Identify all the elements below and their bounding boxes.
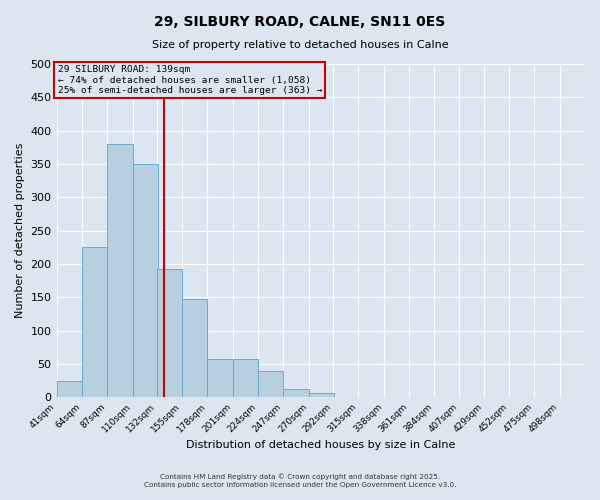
Bar: [107, 144, 133, 398]
Bar: [308, 394, 334, 398]
Bar: [182, 300, 208, 398]
Bar: [157, 270, 182, 398]
Text: 29 SILBURY ROAD: 139sqm
← 74% of detached houses are smaller (1,058)
25% of semi: 29 SILBURY ROAD: 139sqm ← 74% of detache…: [58, 66, 322, 95]
Bar: [133, 164, 158, 398]
Text: Size of property relative to detached houses in Calne: Size of property relative to detached ho…: [152, 40, 448, 50]
Bar: [82, 248, 107, 398]
Bar: [56, 381, 82, 398]
Bar: [233, 360, 258, 398]
Y-axis label: Number of detached properties: Number of detached properties: [15, 143, 25, 318]
X-axis label: Distribution of detached houses by size in Calne: Distribution of detached houses by size …: [186, 440, 455, 450]
Bar: [258, 371, 283, 398]
Text: 29, SILBURY ROAD, CALNE, SN11 0ES: 29, SILBURY ROAD, CALNE, SN11 0ES: [154, 15, 446, 29]
Text: Contains HM Land Registry data © Crown copyright and database right 2025.
Contai: Contains HM Land Registry data © Crown c…: [144, 473, 456, 488]
Bar: [283, 390, 308, 398]
Bar: [208, 360, 233, 398]
